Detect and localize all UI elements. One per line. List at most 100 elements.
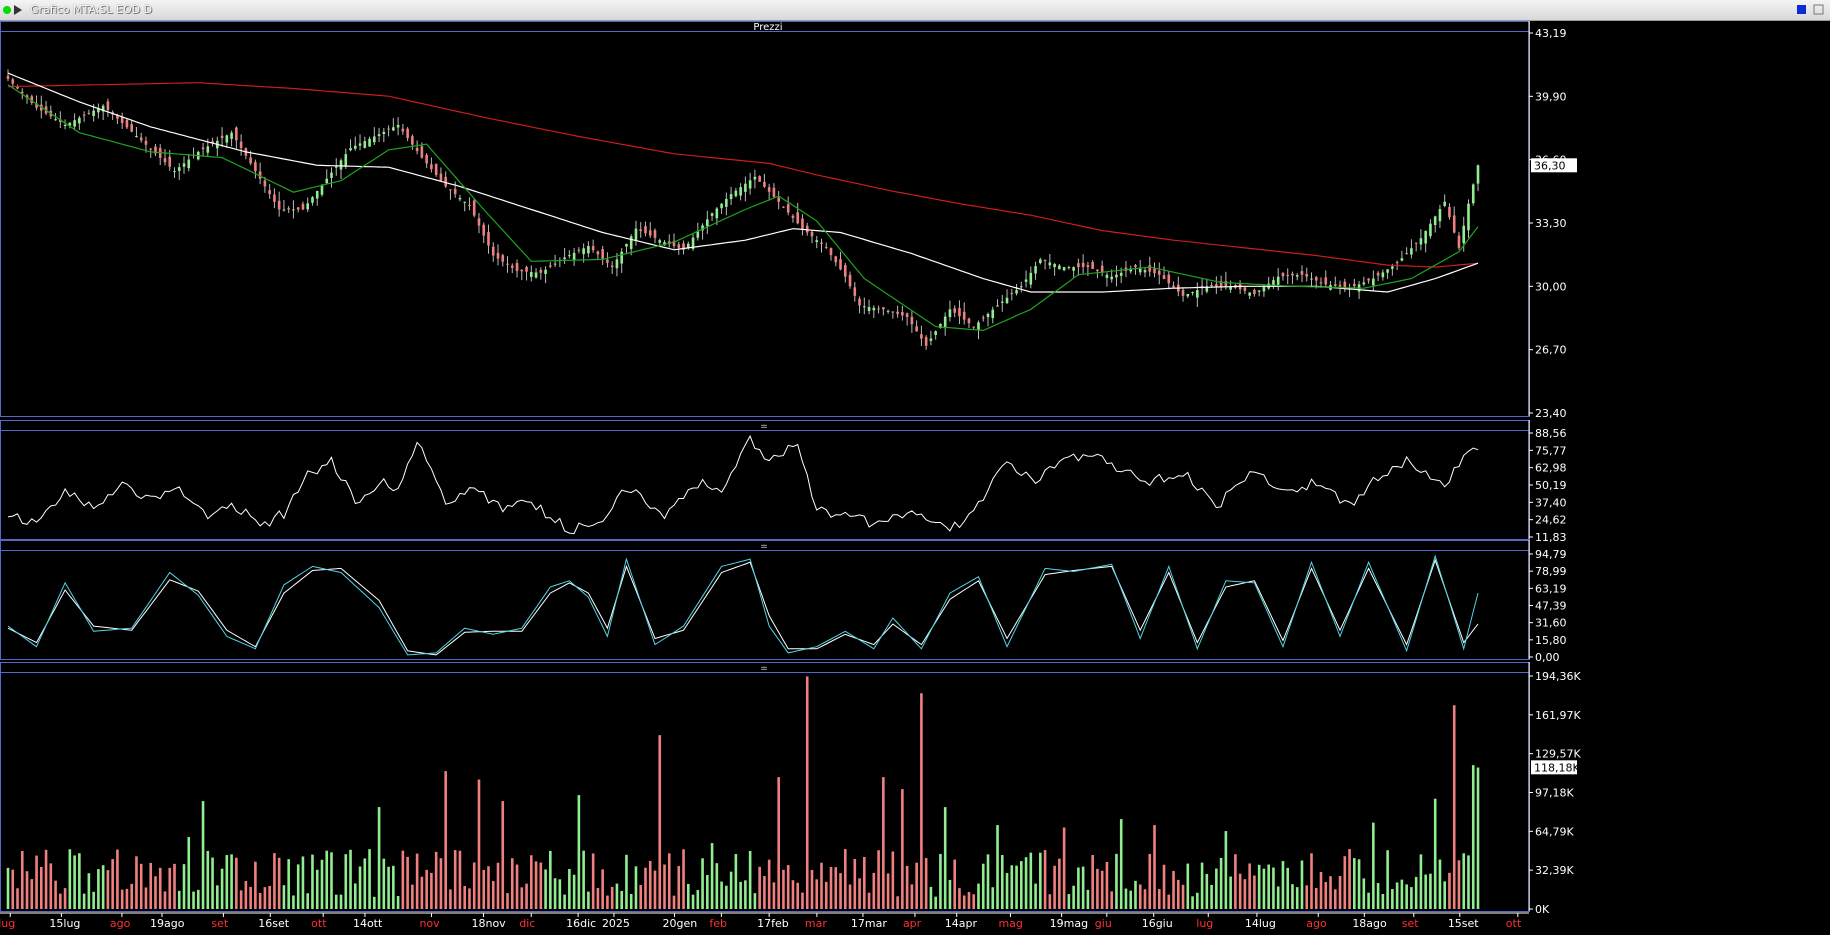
candle-down — [1314, 277, 1318, 281]
volume-bar — [515, 864, 519, 909]
candle-up — [1381, 272, 1385, 278]
candle-up — [282, 209, 286, 211]
volume-bar — [315, 869, 319, 909]
candle-down — [858, 298, 861, 306]
volume-bar — [220, 868, 224, 909]
volume-bar — [796, 882, 800, 909]
volume-bar — [610, 886, 614, 909]
volume-bar — [92, 891, 95, 909]
candle-up — [1419, 238, 1423, 245]
volume-bar — [996, 825, 999, 909]
candle-down — [139, 137, 143, 141]
candle-down — [520, 269, 524, 272]
volume-bar — [415, 853, 419, 909]
x-axis-label: set — [211, 917, 228, 930]
volume-bar — [863, 856, 866, 909]
candle-down — [1452, 215, 1456, 233]
candle-up — [1476, 165, 1480, 184]
volume-bar — [1471, 765, 1475, 909]
candle-down — [791, 215, 795, 218]
volume-bar — [1096, 868, 1099, 909]
chart-area[interactable]: ===Prezzi43,1939,9036,6033,3030,0026,702… — [0, 21, 1830, 935]
volume-bar — [682, 849, 685, 909]
volume-bar — [16, 888, 19, 909]
volume-pane-tick-label: 161,97K — [1535, 709, 1581, 722]
volume-bar — [25, 871, 29, 909]
volume-bar — [677, 865, 681, 909]
oscillator-pane-tick-label: 88,56 — [1535, 427, 1567, 440]
volume-bar — [1452, 705, 1456, 909]
candle-up — [948, 309, 952, 317]
volume-bar — [858, 878, 861, 909]
volume-bar — [1058, 858, 1061, 909]
volume-bar — [591, 853, 595, 909]
candle-down — [515, 262, 519, 271]
volume-bar — [867, 892, 871, 909]
volume-bar — [563, 894, 566, 909]
x-axis-label: 16set — [258, 917, 289, 930]
volume-bar — [1376, 883, 1380, 909]
candle-down — [1096, 269, 1099, 271]
candle-up — [1424, 230, 1427, 244]
candle-up — [325, 178, 329, 184]
volume-bar — [49, 863, 53, 909]
volume-bar — [1362, 878, 1366, 909]
candle-up — [315, 191, 319, 199]
candle-up — [1115, 274, 1118, 278]
x-axis-label: dic — [519, 917, 535, 930]
candle-up — [1005, 297, 1009, 304]
price-pane-tick-label: 30,00 — [1535, 280, 1567, 293]
blue-square-icon[interactable] — [1797, 5, 1806, 14]
candle-down — [254, 162, 257, 172]
candle-up — [715, 208, 719, 219]
volume-bar — [648, 860, 652, 909]
candle-down — [967, 318, 971, 324]
candle-up — [544, 269, 547, 275]
candle-up — [182, 163, 186, 167]
maximize-icon[interactable] — [1813, 4, 1824, 15]
candle-down — [211, 141, 214, 144]
candle-down — [910, 316, 914, 325]
candle-up — [1462, 225, 1466, 244]
candle-down — [853, 287, 857, 296]
candle-down — [758, 176, 761, 182]
candle-down — [1153, 268, 1156, 274]
candle-up — [377, 134, 381, 137]
candle-up — [587, 245, 590, 254]
volume-bar — [35, 855, 38, 909]
x-axis-label: 14ott — [353, 917, 383, 930]
volume-pane-tick-label: 97,18K — [1535, 787, 1574, 800]
x-axis-label: lug — [1196, 917, 1213, 930]
volume-bar — [1329, 876, 1332, 909]
candle-down — [577, 249, 581, 251]
candle-down — [596, 251, 600, 255]
candle-down — [1210, 285, 1213, 287]
volume-bar — [948, 879, 952, 909]
candle-up — [392, 127, 395, 131]
candle-up — [1138, 268, 1142, 273]
candle-up — [54, 119, 57, 121]
candle-down — [1338, 284, 1342, 287]
volume-bar — [1253, 875, 1256, 909]
volume-bar — [158, 867, 162, 909]
candle-up — [358, 143, 362, 146]
volume-bar — [1172, 870, 1175, 909]
volume-bar — [411, 884, 414, 909]
volume-bar — [1243, 879, 1247, 909]
candle-up — [1276, 276, 1280, 285]
price-pane-last-value-label: 36,30 — [1534, 159, 1566, 172]
volume-bar — [1438, 859, 1442, 909]
candle-down — [144, 140, 148, 145]
candle-up — [63, 124, 67, 126]
candle-down — [767, 187, 771, 192]
candle-down — [130, 124, 133, 132]
stochastic-pane-tick-label: 78,99 — [1535, 565, 1567, 578]
green-dot-icon[interactable] — [3, 6, 11, 14]
play-arrow-icon[interactable] — [14, 5, 22, 15]
x-axis-label: 17feb — [757, 917, 789, 930]
candle-up — [1310, 278, 1313, 280]
volume-bar — [1196, 892, 1199, 909]
volume-bar — [306, 893, 310, 909]
volume-bar — [1324, 882, 1328, 909]
volume-bar — [891, 851, 895, 909]
